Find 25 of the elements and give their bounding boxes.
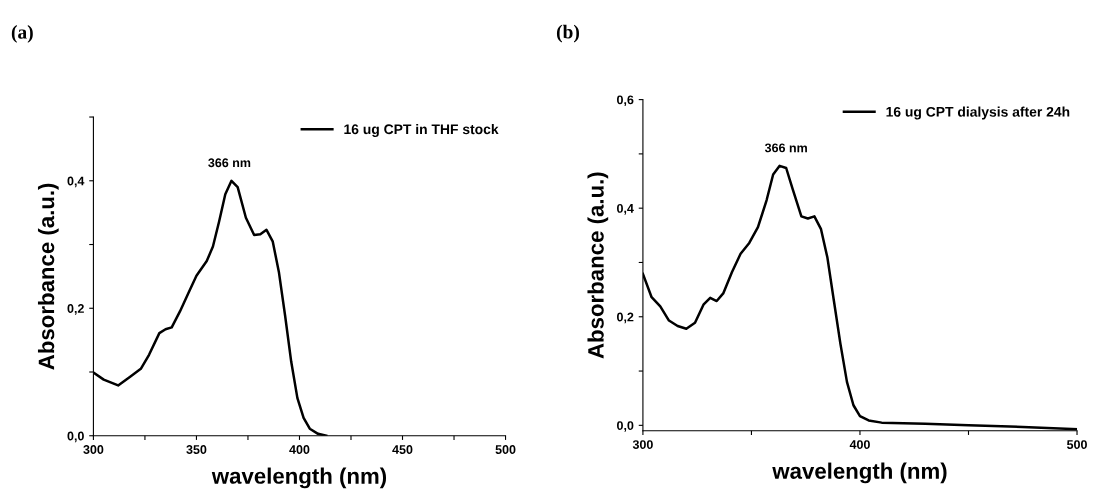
x-tick-label: 400 [289,445,310,454]
annotation: 366 nm [764,143,807,153]
y-tick-label: 0,6 [617,95,634,107]
annotation: 366 nm [208,158,251,168]
y-tick-label: 0,4 [617,203,634,215]
x-tick-label: 450 [392,445,413,454]
y-tick-label: 0,2 [617,312,634,324]
x-axis-title: wavelength (nm) [772,462,947,484]
legend-label: 16 ug CPT in THF stock [344,123,499,137]
x-tick-label: 500 [495,445,516,454]
x-tick-label: 500 [1066,440,1087,449]
x-tick-label: 350 [186,445,207,454]
y-tick-label: 0,4 [67,176,85,188]
x-axis-title: wavelength (nm) [211,467,387,489]
y-axis-title: Absorbance (a.u.) [37,183,59,370]
chart-title: (b) [556,24,579,43]
y-tick-label: 0,2 [67,304,84,315]
x-tick-label: 300 [632,440,653,449]
y-tick-label: 0,0 [617,421,634,432]
y-axis-title: Absorbance (a.u.) [587,172,609,359]
x-tick-label: 300 [83,445,104,454]
chart-title: (a) [11,25,33,43]
legend-label: 16 ug CPT dialysis after 24h [886,106,1070,120]
y-tick-label: 0,0 [67,431,84,443]
x-tick-label: 400 [849,440,870,449]
